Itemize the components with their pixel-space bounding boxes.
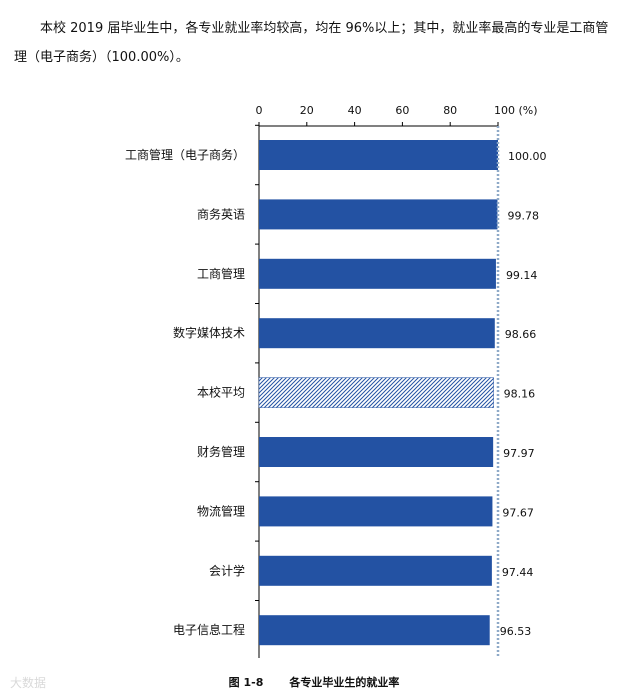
category-label: 财务管理	[197, 444, 245, 459]
data-label: 100.00	[508, 150, 547, 163]
category-label: 商务英语	[197, 206, 245, 221]
category-label: 会计学	[209, 563, 245, 578]
bar	[259, 615, 490, 646]
x-tick-label: 60	[395, 104, 409, 117]
bar	[259, 437, 494, 467]
category-label: 工商管理	[197, 266, 245, 281]
watermark-text: 大数据	[10, 676, 47, 690]
data-label: 98.16	[504, 388, 536, 401]
bar	[259, 140, 498, 170]
bar	[259, 199, 498, 230]
x-tick-label: 20	[300, 104, 314, 117]
figure-number: 图 1-8	[228, 676, 264, 689]
figure-caption: 图 1-8 各专业毕业生的就业率	[0, 674, 628, 690]
bar	[259, 318, 495, 349]
category-label: 工商管理（电子商务）	[125, 147, 245, 162]
x-tick-label: 80	[443, 104, 457, 117]
data-label: 98.66	[505, 328, 536, 341]
data-label: 97.97	[503, 447, 535, 460]
category-label: 物流管理	[197, 503, 245, 518]
x-tick-label: 100 (%)	[494, 104, 538, 117]
bar	[259, 258, 496, 289]
data-label: 96.53	[500, 625, 531, 638]
bar	[258, 377, 494, 408]
x-tick-label: 0	[256, 104, 263, 117]
data-label: 97.67	[502, 506, 533, 519]
category-label: 数字媒体技术	[173, 325, 245, 340]
data-label: 99.78	[507, 209, 539, 222]
x-tick-label: 40	[348, 104, 362, 117]
bar	[259, 496, 493, 527]
category-label: 本校平均	[197, 385, 245, 400]
figure-title: 各专业毕业生的就业率	[289, 676, 400, 689]
data-label: 99.14	[506, 269, 537, 282]
data-label: 97.44	[502, 566, 534, 579]
intro-paragraph: 本校 2019 届毕业生中，各专业就业率均较高，均在 96%以上；其中，就业率最…	[14, 21, 609, 65]
bar	[259, 555, 492, 586]
category-label: 电子信息工程	[173, 622, 245, 637]
